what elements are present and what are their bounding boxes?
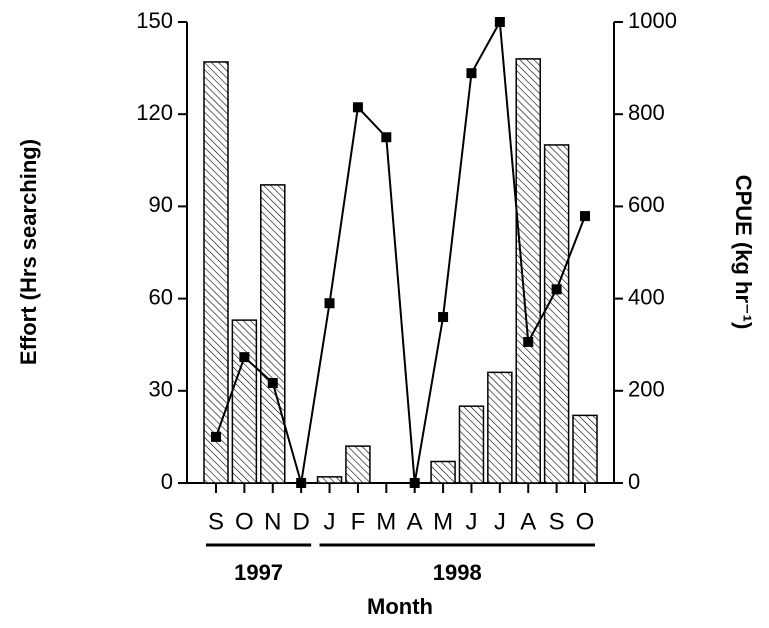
- y2-axis-label: CPUE (kg hr⁻¹): [731, 175, 756, 330]
- y2-tick-label: 400: [628, 284, 665, 309]
- marker: [580, 211, 590, 222]
- bar: [430, 460, 456, 484]
- group-label: 1998: [433, 560, 482, 585]
- y-tick-label: 0: [161, 469, 173, 494]
- marker: [438, 312, 449, 323]
- y-tick-label: 60: [149, 284, 173, 309]
- marker: [211, 431, 221, 442]
- x-tick-label: S: [208, 508, 224, 535]
- x-tick-label: S: [549, 508, 565, 535]
- y2-tick-label: 0: [628, 469, 640, 494]
- marker: [523, 336, 534, 347]
- bar: [260, 184, 286, 484]
- marker: [409, 478, 420, 488]
- x-tick-label: M: [433, 508, 453, 535]
- x-tick-label: O: [235, 508, 254, 535]
- bar: [487, 371, 513, 484]
- marker: [551, 284, 562, 295]
- y-tick-label: 150: [136, 8, 173, 33]
- x-tick-label: J: [324, 508, 336, 535]
- x-tick-label: J: [494, 508, 506, 535]
- x-tick-label: D: [292, 508, 309, 535]
- group-label: 1997: [234, 560, 283, 585]
- marker: [324, 298, 335, 309]
- x-tick-label: A: [407, 508, 423, 535]
- y-tick-label: 120: [136, 100, 173, 125]
- marker: [239, 352, 250, 363]
- marker: [352, 102, 363, 113]
- bar: [458, 405, 485, 484]
- y-axis-label: Effort (Hrs searching): [16, 139, 41, 365]
- bar: [572, 414, 598, 484]
- marker: [494, 17, 505, 27]
- bar: [316, 476, 343, 484]
- marker: [466, 68, 477, 79]
- x-tick-label: A: [520, 508, 536, 535]
- x-tick-label: F: [351, 508, 366, 535]
- marker: [296, 478, 307, 488]
- y2-tick-label: 600: [628, 192, 665, 217]
- line: [215, 18, 586, 484]
- marker: [381, 132, 392, 143]
- x-tick-label: O: [576, 508, 595, 535]
- bar: [345, 445, 371, 484]
- x-axis-label: Month: [367, 594, 433, 619]
- bar: [231, 319, 258, 484]
- y-tick-label: 90: [149, 192, 173, 217]
- x-tick-label: N: [264, 508, 281, 535]
- x-tick-label: J: [465, 508, 477, 535]
- bar: [543, 144, 570, 484]
- y2-tick-label: 1000: [628, 8, 677, 33]
- y2-tick-label: 200: [628, 377, 665, 402]
- bar: [203, 61, 229, 484]
- y2-tick-label: 800: [628, 100, 665, 125]
- x-tick-label: M: [376, 508, 396, 535]
- y-tick-label: 30: [149, 377, 173, 402]
- bar: [515, 58, 541, 484]
- marker: [267, 377, 278, 388]
